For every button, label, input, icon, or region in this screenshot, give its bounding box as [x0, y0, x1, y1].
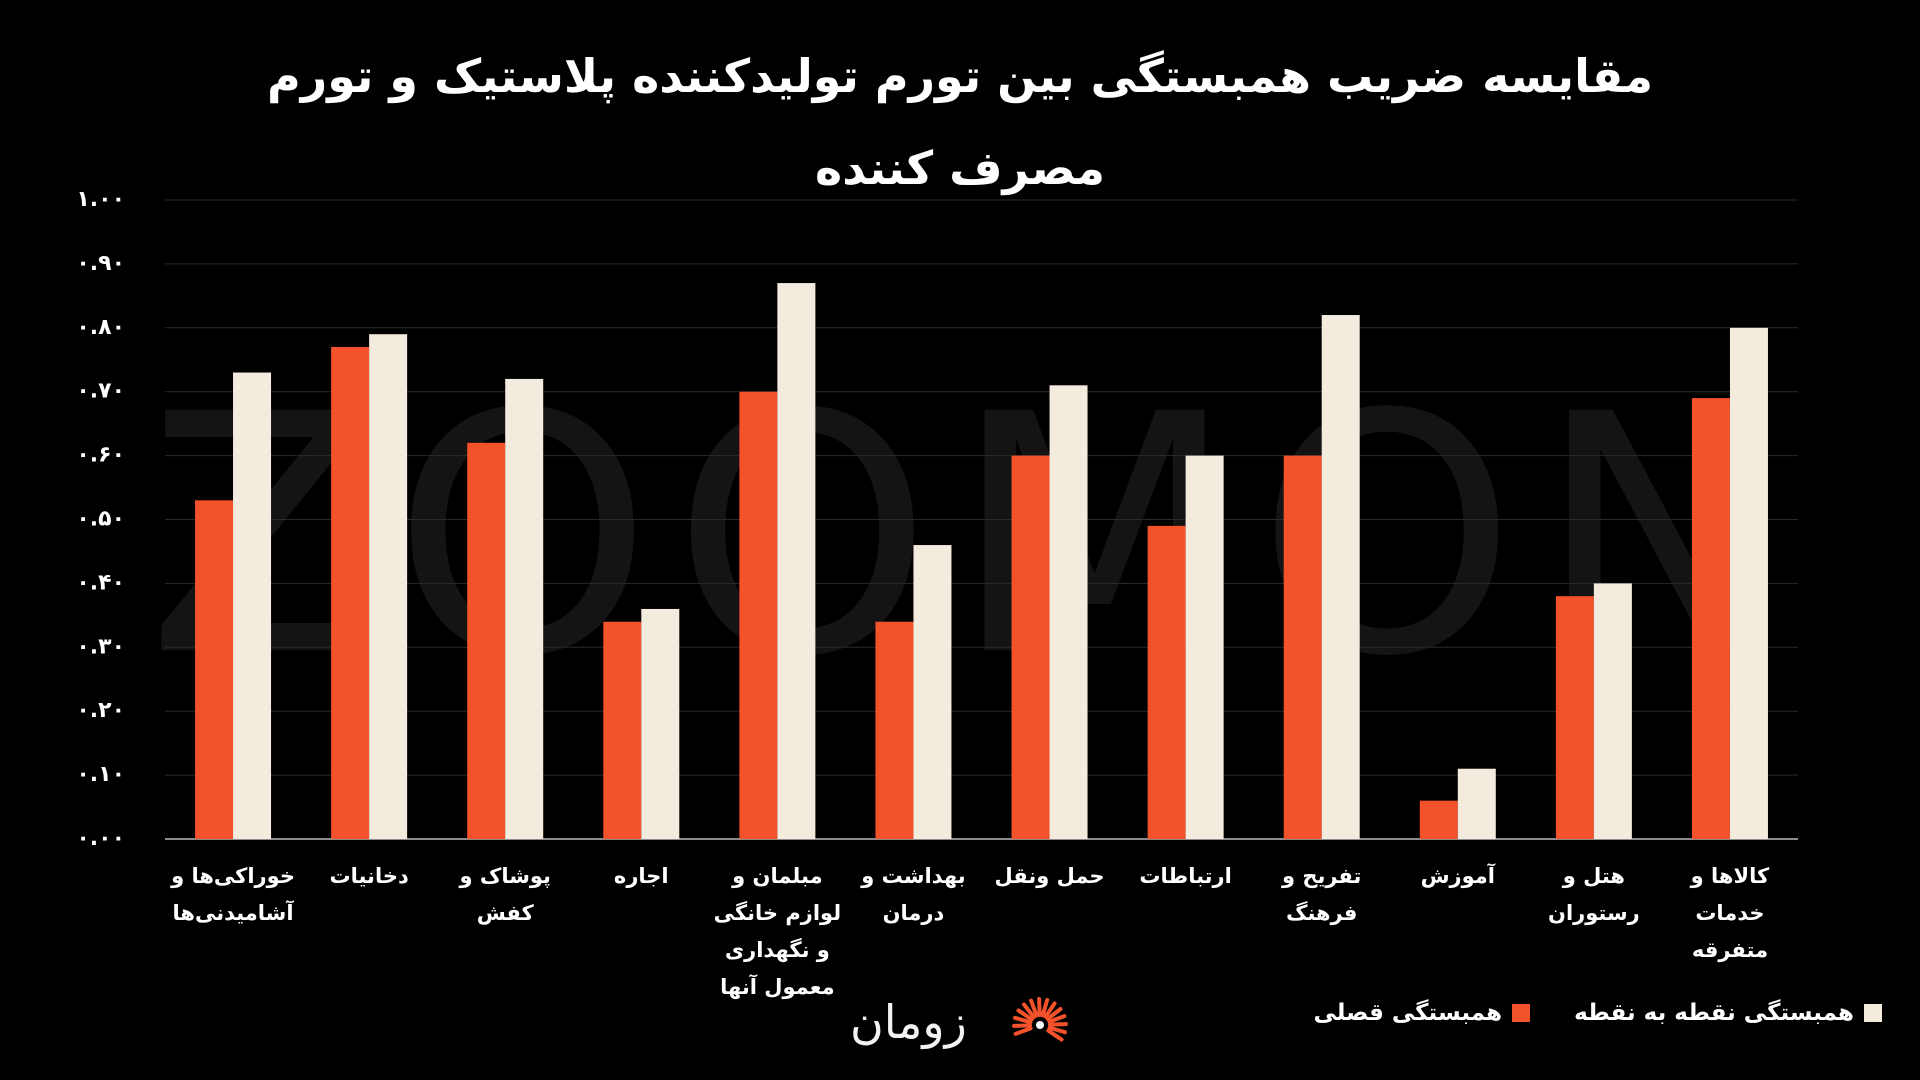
bar: [603, 621, 642, 839]
y-tick-label: ۰.۰۰: [76, 826, 125, 851]
y-tick-label: ۰.۷۰: [76, 379, 125, 404]
logo-ray: [1047, 1014, 1067, 1024]
bar: [875, 621, 914, 839]
x-tick-label: کالاها و خدمات متفرقه: [1690, 864, 1770, 962]
y-tick-label: ۰.۴۰: [76, 570, 125, 595]
bar: [1729, 327, 1768, 839]
bar: [739, 391, 778, 839]
x-tick-label: اجاره: [613, 864, 669, 888]
logo-ray: [1045, 1006, 1063, 1021]
x-tick-label: حمل ونقل: [994, 864, 1105, 888]
logo-ray: [1021, 1002, 1036, 1020]
x-tick-label: تفریح و فرهنگ: [1281, 864, 1362, 925]
y-tick-label: ۰.۶۰: [76, 443, 125, 468]
y-tick-label: ۰.۲۰: [76, 698, 125, 723]
logo-ray: [1043, 1001, 1057, 1019]
brand: زومان: [850, 995, 967, 1049]
bar: [1049, 385, 1088, 839]
y-tick-label: ۰.۹۰: [76, 251, 125, 276]
logo-ray: [1046, 1028, 1064, 1042]
legend-item: همبستگی قصلی: [1314, 1000, 1531, 1026]
bar: [505, 378, 544, 839]
bar: [1011, 455, 1050, 839]
y-tick-label: ۰.۱۰: [76, 762, 125, 787]
bar: [1555, 596, 1594, 839]
logo-ray: [1029, 998, 1039, 1018]
chart-title: مقایسه ضریب همبستگی بین تورم تولیدکننده …: [267, 49, 1653, 195]
x-tick-label: بهداشت و درمان: [861, 864, 966, 925]
bar: [369, 334, 408, 839]
bar: [331, 346, 370, 839]
bar: [641, 608, 680, 839]
bar: [777, 283, 816, 839]
x-tick-label: هتل و رستوران: [1548, 864, 1640, 925]
bar: [1593, 583, 1632, 839]
legend-label: همبستگی قصلی: [1313, 1000, 1503, 1026]
y-tick-label: ۰.۸۰: [76, 315, 125, 340]
logo-ray: [1013, 1015, 1033, 1025]
logo-ray: [1047, 1025, 1067, 1035]
logo-ray: [1040, 998, 1050, 1018]
legend-item: همبستگی نقطه به نقطه: [1574, 1000, 1882, 1026]
x-tick-label: مبلمان و لوازم خانگی و نگهداری معمول آنه…: [713, 864, 842, 999]
y-tick-label: ۰.۳۰: [76, 634, 125, 659]
bar: [467, 442, 506, 839]
legend-label: همبستگی نقطه به نقطه: [1574, 1000, 1854, 1026]
bar: [1321, 315, 1360, 839]
logo-ray: [1012, 1023, 1033, 1028]
logo-ray: [1047, 1022, 1068, 1027]
bar: [1147, 525, 1186, 839]
bar: [1283, 455, 1322, 839]
bar: [913, 545, 952, 839]
legend: همبستگی نقطه به نقطه همبستگی قصلی: [1314, 1000, 1882, 1026]
bar: [233, 372, 272, 839]
legend-swatch: [1864, 1004, 1882, 1022]
watermark: ZOOMON: [147, 344, 1804, 728]
x-tick-label: پوشاک و کفش: [459, 864, 551, 925]
logo-dot: [1036, 1021, 1044, 1029]
bar: [1419, 800, 1458, 839]
bar: [1457, 768, 1496, 839]
x-tick-label: ارتباطات: [1139, 864, 1232, 888]
bar: [195, 500, 234, 839]
logo-ray: [1016, 1008, 1034, 1022]
bar: [1691, 398, 1730, 839]
bar: [1185, 455, 1224, 839]
x-tick-label: آموزش: [1420, 864, 1495, 888]
legend-swatch: [1512, 1004, 1531, 1022]
x-tick-label: خوراکی‌ها و آشامیدنی‌ها: [171, 864, 295, 925]
logo-ray: [1037, 997, 1042, 1018]
y-tick-label: ۰.۵۰: [76, 507, 125, 532]
logo-ray: [1013, 1026, 1033, 1036]
x-tick-label: دخانیات: [329, 864, 409, 888]
y-tick-label: ۱.۰۰: [76, 187, 125, 212]
logo-icon: [1012, 997, 1068, 1042]
